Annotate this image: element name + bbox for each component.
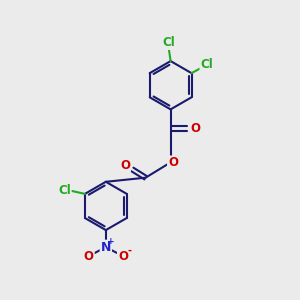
Text: +: + bbox=[107, 237, 115, 246]
Text: O: O bbox=[118, 250, 128, 262]
Text: O: O bbox=[120, 158, 130, 172]
Text: -: - bbox=[128, 246, 131, 256]
Text: O: O bbox=[168, 157, 178, 169]
Text: Cl: Cl bbox=[58, 184, 71, 197]
Text: O: O bbox=[190, 122, 201, 135]
Text: N: N bbox=[100, 241, 111, 254]
Text: O: O bbox=[84, 250, 94, 262]
Text: Cl: Cl bbox=[200, 58, 213, 71]
Text: Cl: Cl bbox=[162, 36, 175, 49]
